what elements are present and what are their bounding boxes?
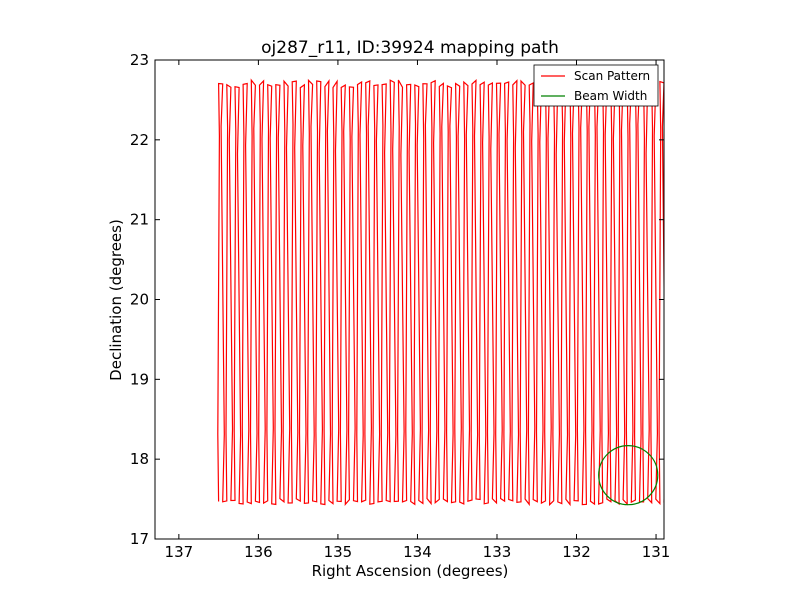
y-tick-label: 21 bbox=[130, 211, 149, 229]
legend-label-scan-pattern: Scan Pattern bbox=[574, 69, 650, 83]
x-tick-label: 132 bbox=[562, 543, 591, 561]
y-tick-label: 23 bbox=[130, 51, 149, 69]
legend: Scan Pattern Beam Width bbox=[533, 64, 659, 107]
x-tick-label: 131 bbox=[642, 543, 671, 561]
y-tick-label: 18 bbox=[130, 450, 149, 468]
legend-box bbox=[533, 64, 659, 107]
y-tick-label: 22 bbox=[130, 131, 149, 149]
x-axis: 137 136 135 134 133 132 131 bbox=[165, 60, 671, 561]
x-axis-label: Right Ascension (degrees) bbox=[312, 562, 509, 580]
beam-width-circle bbox=[598, 444, 659, 506]
x-tick-label: 135 bbox=[324, 543, 353, 561]
y-axis-label: Declination (degrees) bbox=[107, 219, 125, 381]
scan-pattern-line bbox=[217, 78, 664, 507]
legend-label-beam-width: Beam Width bbox=[574, 89, 647, 103]
x-tick-label: 137 bbox=[165, 543, 194, 561]
x-tick-label: 136 bbox=[244, 543, 273, 561]
y-tick-label: 20 bbox=[130, 291, 149, 309]
x-tick-label: 134 bbox=[403, 543, 432, 561]
y-tick-label: 19 bbox=[130, 370, 149, 388]
chart-title: oj287_r11, ID:39924 mapping path bbox=[261, 38, 559, 58]
x-tick-label: 133 bbox=[483, 543, 512, 561]
y-axis: 17 18 19 20 21 22 23 bbox=[130, 51, 664, 548]
plot-area bbox=[217, 78, 664, 507]
y-tick-label: 17 bbox=[130, 530, 149, 548]
